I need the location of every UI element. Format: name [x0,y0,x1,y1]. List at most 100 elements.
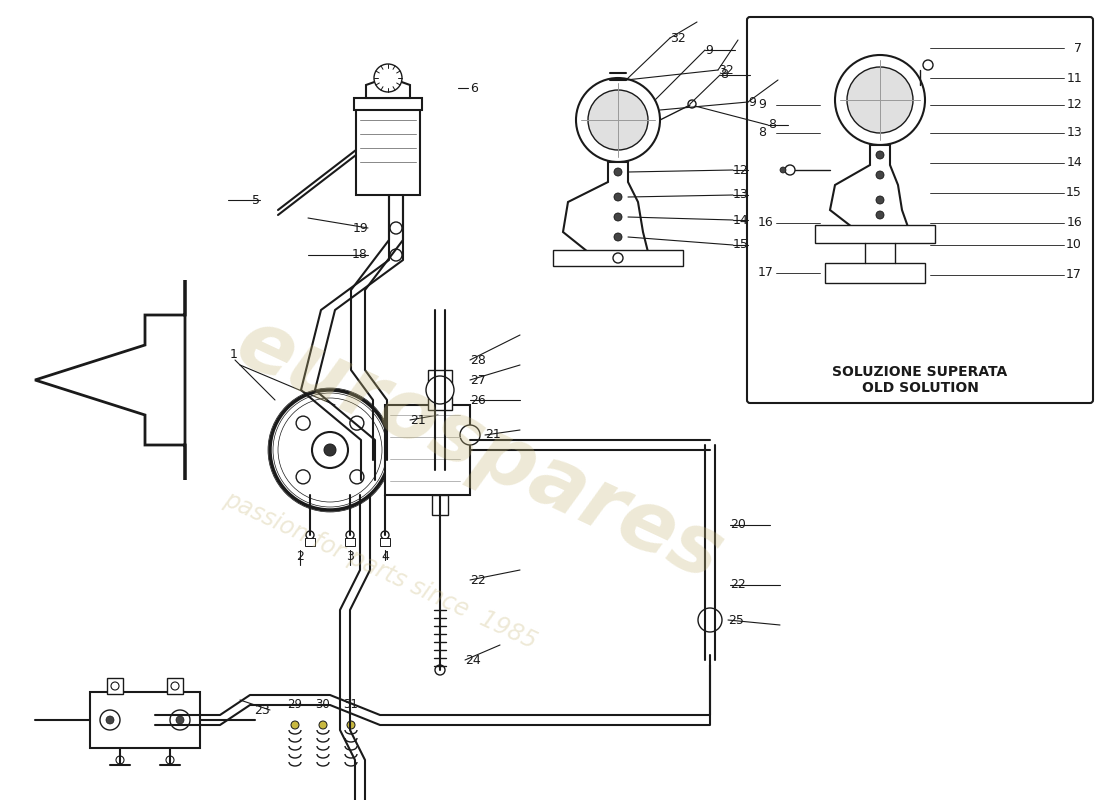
Circle shape [170,682,179,690]
Text: 8: 8 [768,118,776,131]
Circle shape [390,222,402,234]
Polygon shape [563,162,648,252]
Text: 18: 18 [352,249,368,262]
Circle shape [312,432,348,468]
FancyBboxPatch shape [747,17,1093,403]
Text: 3: 3 [346,550,354,563]
Circle shape [306,531,313,539]
Text: 24: 24 [465,654,481,666]
Text: 14: 14 [733,214,749,226]
Text: 31: 31 [343,698,359,711]
Circle shape [111,682,119,690]
Text: 21: 21 [410,414,426,426]
Circle shape [346,721,355,729]
Text: 12: 12 [733,163,749,177]
Circle shape [100,710,120,730]
Text: passion for parts since  1985: passion for parts since 1985 [220,486,540,654]
Circle shape [588,90,648,150]
Circle shape [106,716,114,724]
Circle shape [876,171,884,179]
Bar [107,678,123,694]
Circle shape [292,721,299,729]
Text: 25: 25 [728,614,744,626]
Circle shape [613,253,623,263]
Circle shape [923,60,933,70]
Polygon shape [35,280,185,480]
Text: 5: 5 [252,194,260,206]
Circle shape [876,211,884,219]
Bar [167,678,183,694]
Text: eurospares: eurospares [224,302,736,598]
Circle shape [785,165,795,175]
Text: 8: 8 [720,69,728,82]
Circle shape [847,67,913,133]
Text: 2: 2 [296,550,304,563]
Text: 13: 13 [1066,126,1082,139]
Circle shape [296,470,310,484]
Bar [379,538,390,546]
Text: 32: 32 [670,31,685,45]
Circle shape [350,416,364,430]
Text: 16: 16 [758,217,773,230]
Circle shape [688,100,696,108]
Bar [345,538,355,546]
Text: 22: 22 [470,574,486,586]
Text: OLD SOLUTION: OLD SOLUTION [861,381,978,395]
Circle shape [698,608,722,632]
Circle shape [176,716,184,724]
Circle shape [835,55,925,145]
Circle shape [434,665,446,675]
Text: 1: 1 [230,349,238,362]
Text: 15: 15 [1066,186,1082,199]
Polygon shape [366,80,410,98]
Text: 30: 30 [316,698,330,711]
Text: 6: 6 [470,82,477,94]
Text: 9: 9 [748,95,756,109]
Text: 13: 13 [733,189,749,202]
Circle shape [460,425,480,445]
Text: 26: 26 [470,394,486,406]
Circle shape [426,376,454,404]
Text: SOLUZIONE SUPERATA: SOLUZIONE SUPERATA [833,365,1008,379]
Circle shape [324,444,336,456]
Text: 9: 9 [705,43,713,57]
Text: 29: 29 [287,698,303,711]
Text: 32: 32 [718,63,734,77]
Text: 28: 28 [470,354,486,366]
Text: 17: 17 [758,266,774,279]
Bar [432,495,448,515]
Circle shape [381,531,389,539]
Circle shape [614,193,622,201]
Circle shape [780,167,786,173]
Text: 23: 23 [254,703,270,717]
Bar [825,263,925,283]
Text: 22: 22 [730,578,746,591]
Text: 16: 16 [1066,217,1082,230]
Bar [354,98,422,110]
Text: 8: 8 [758,126,766,139]
Circle shape [576,78,660,162]
Text: 4: 4 [381,550,389,563]
Text: 20: 20 [730,518,746,531]
Circle shape [296,416,310,430]
Text: 19: 19 [352,222,368,234]
Text: 14: 14 [1066,157,1082,170]
Circle shape [876,196,884,204]
Bar [428,370,452,410]
Text: 27: 27 [470,374,486,386]
Text: 7: 7 [1074,42,1082,54]
Bar [815,225,935,243]
Bar [90,692,200,748]
Circle shape [270,390,390,510]
Text: 12: 12 [1066,98,1082,111]
Circle shape [614,168,622,176]
Bar [385,405,470,495]
Circle shape [319,721,327,729]
Text: 10: 10 [1066,238,1082,251]
Text: 21: 21 [485,429,501,442]
Bar [553,250,683,266]
Circle shape [166,756,174,764]
Circle shape [614,233,622,241]
Text: 15: 15 [733,238,749,251]
Circle shape [170,710,190,730]
